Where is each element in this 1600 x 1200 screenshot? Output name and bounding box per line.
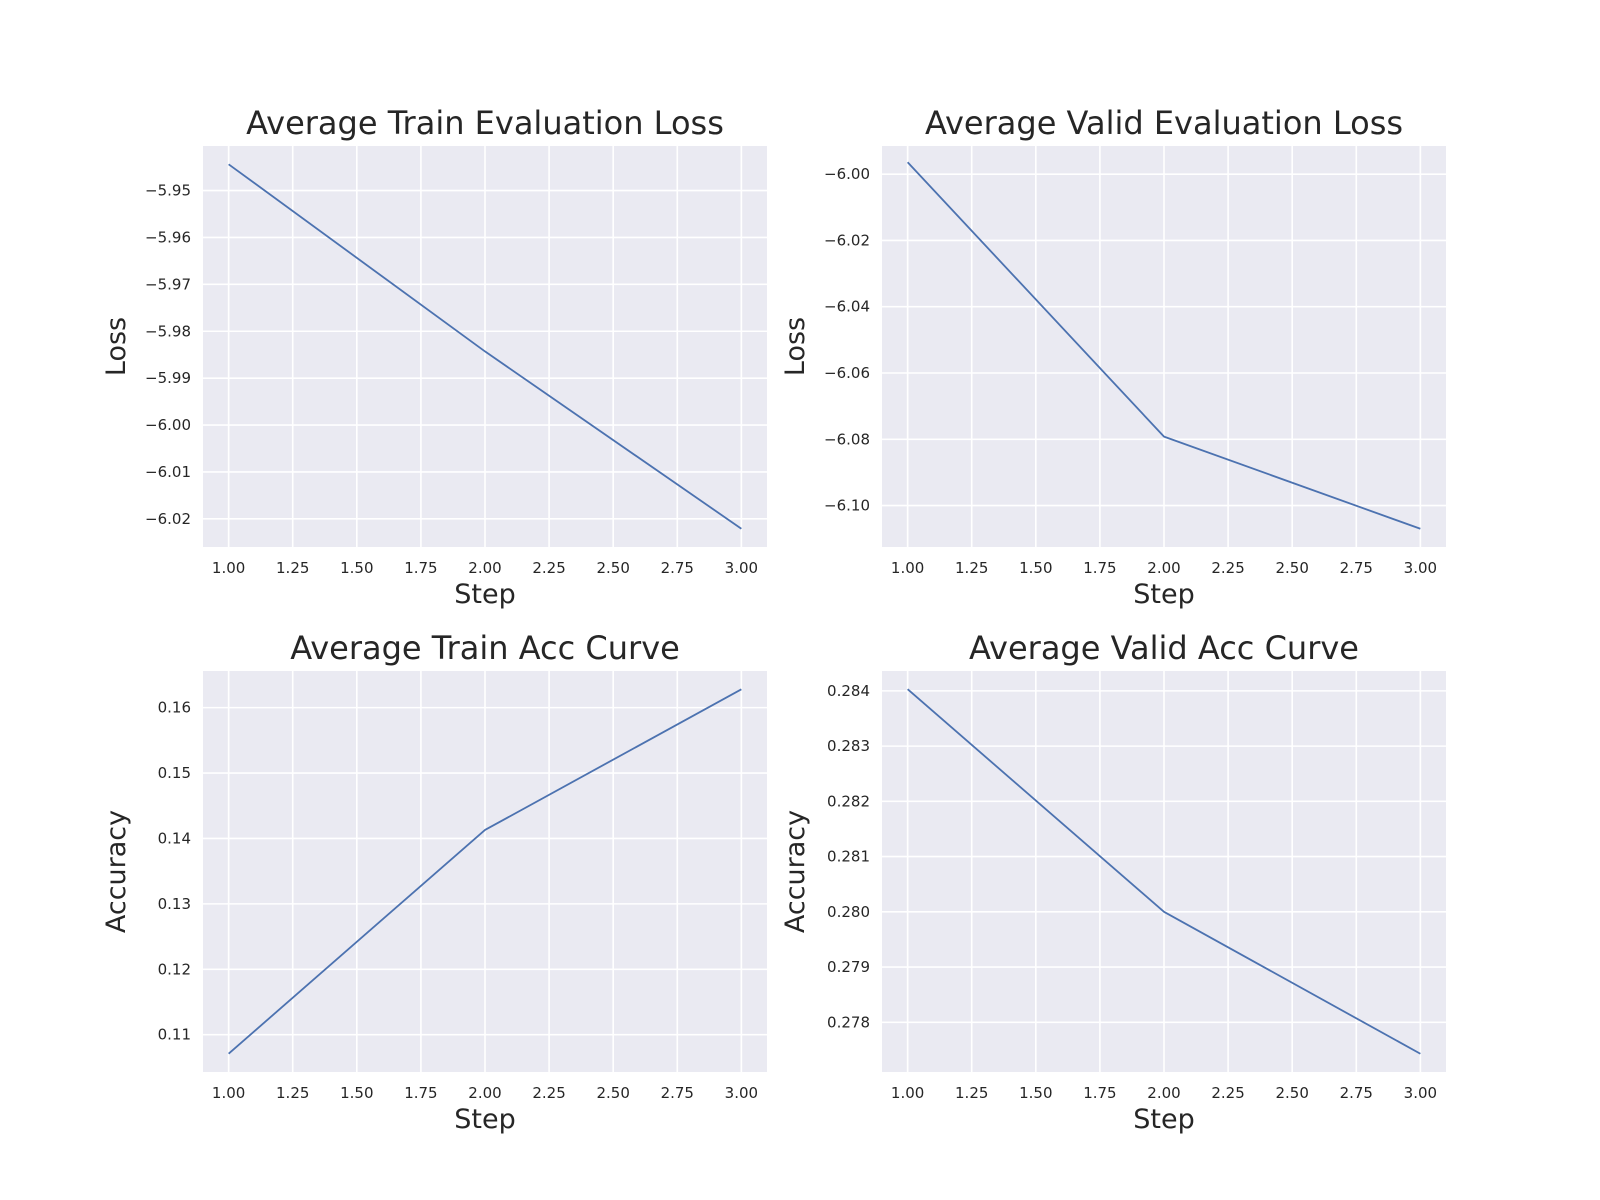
chart-title: Average Valid Acc Curve: [969, 629, 1359, 667]
y-tick-label: −5.98: [145, 322, 191, 340]
x-tick-label: 2.50: [1275, 559, 1308, 577]
y-tick-label: −6.00: [145, 416, 191, 434]
x-tick-label: 2.75: [661, 1084, 694, 1102]
y-tick-label: 0.12: [158, 960, 191, 978]
x-tick-label: 1.25: [276, 1084, 309, 1102]
y-tick-label: 0.280: [827, 903, 870, 921]
y-tick-label: −5.95: [145, 182, 191, 200]
x-tick-label: 2.00: [468, 1084, 501, 1102]
x-tick-label: 1.25: [276, 559, 309, 577]
x-axis-label: Step: [1133, 1104, 1194, 1135]
x-tick-label: 1.75: [404, 559, 437, 577]
x-tick-label: 2.00: [1147, 1084, 1180, 1102]
chart-panel-3: 1.00 1.25 1.50 1.75 2.00 2.25 2.50 2.75 3.00 0.11…: [101, 629, 767, 1135]
chart-panel-2: 1.00 1.25 1.50 1.75 2.00 2.25 2.50 2.75 3.00 −6.0…: [780, 104, 1446, 610]
x-tick-label: 2.25: [1211, 1084, 1244, 1102]
x-axis-label: Step: [454, 579, 515, 610]
x-tick-label: 2.50: [596, 559, 629, 577]
x-tick-label: 2.25: [532, 1084, 565, 1102]
x-tick-label: 1.25: [955, 1084, 988, 1102]
y-axis-label: Loss: [101, 317, 132, 376]
x-tick-label: 2.25: [1211, 559, 1244, 577]
y-tick-label: −6.02: [824, 231, 870, 249]
y-tick-label: 0.279: [827, 958, 870, 976]
x-tick-label: 3.00: [725, 1084, 758, 1102]
x-tick-label: 2.00: [1147, 559, 1180, 577]
y-tick-label: −6.00: [824, 165, 870, 183]
x-tick-label: 2.75: [1340, 559, 1373, 577]
y-tick-label: −6.02: [145, 510, 191, 528]
x-tick-label: 3.00: [1404, 1084, 1437, 1102]
y-tick-label: 0.11: [158, 1026, 191, 1044]
y-axis-label: Loss: [780, 317, 811, 376]
x-tick-label: 3.00: [725, 559, 758, 577]
x-axis-label: Step: [1133, 579, 1194, 610]
y-tick-label: 0.284: [827, 682, 870, 700]
chart-panel-4: 1.00 1.25 1.50 1.75 2.00 2.25 2.50 2.75 3.00 0.27…: [780, 629, 1446, 1135]
chart-title: Average Valid Evaluation Loss: [925, 104, 1403, 142]
x-tick-label: 1.50: [1019, 1084, 1052, 1102]
y-tick-label: 0.16: [158, 699, 191, 717]
y-tick-label: 0.14: [158, 829, 191, 847]
y-axis-label: Accuracy: [780, 810, 811, 933]
x-tick-label: 1.50: [340, 559, 373, 577]
x-tick-label: 2.50: [1275, 1084, 1308, 1102]
y-tick-label: −6.06: [824, 364, 870, 382]
x-tick-label: 1.25: [955, 559, 988, 577]
x-tick-label: 1.00: [891, 559, 924, 577]
y-tick-label: 0.282: [827, 792, 870, 810]
y-tick-label: −6.01: [145, 463, 191, 481]
chart-title: Average Train Evaluation Loss: [246, 104, 724, 142]
y-tick-label: −5.96: [145, 228, 191, 246]
y-tick-label: −5.97: [145, 275, 191, 293]
y-tick-label: 0.278: [827, 1013, 870, 1031]
x-tick-label: 2.50: [596, 1084, 629, 1102]
y-tick-label: −6.10: [824, 497, 870, 515]
y-tick-label: −5.99: [145, 369, 191, 387]
x-axis-label: Step: [454, 1104, 515, 1135]
x-tick-label: 1.75: [404, 1084, 437, 1102]
x-tick-label: 1.50: [340, 1084, 373, 1102]
x-tick-label: 1.75: [1083, 559, 1116, 577]
x-tick-label: 1.00: [212, 1084, 245, 1102]
y-axis-label: Accuracy: [101, 810, 132, 933]
x-tick-label: 2.00: [468, 559, 501, 577]
x-tick-label: 2.25: [532, 559, 565, 577]
x-tick-label: 3.00: [1404, 559, 1437, 577]
y-tick-label: 0.281: [827, 848, 870, 866]
chart-title: Average Train Acc Curve: [290, 629, 680, 667]
x-tick-label: 1.75: [1083, 1084, 1116, 1102]
x-tick-label: 1.00: [212, 559, 245, 577]
y-tick-label: −6.04: [824, 298, 870, 316]
y-tick-label: 0.15: [158, 764, 191, 782]
chart-panel-1: 1.00 1.25 1.50 1.75 2.00 2.25 2.50 2.75 3.00 −5.9…: [101, 104, 767, 610]
x-tick-label: 2.75: [1340, 1084, 1373, 1102]
y-tick-label: 0.283: [827, 737, 870, 755]
x-tick-label: 2.75: [661, 559, 694, 577]
x-tick-label: 1.50: [1019, 559, 1052, 577]
y-tick-label: −6.08: [824, 430, 870, 448]
x-tick-label: 1.00: [891, 1084, 924, 1102]
y-tick-label: 0.13: [158, 895, 191, 913]
